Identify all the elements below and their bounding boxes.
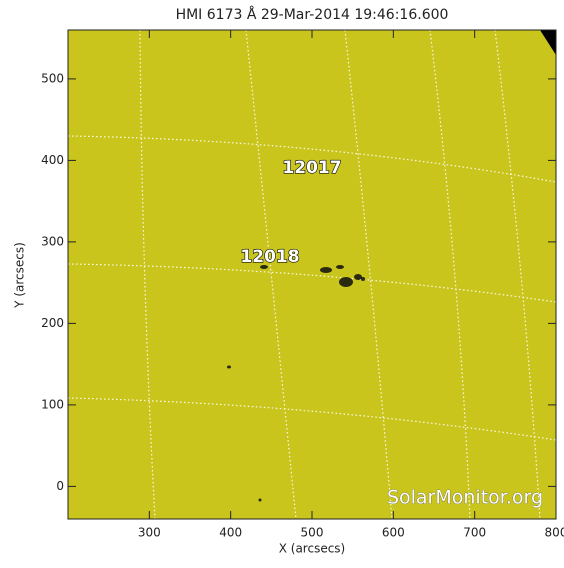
y-tick-label: 300 bbox=[41, 234, 64, 248]
y-tick-label: 500 bbox=[41, 71, 64, 85]
y-tick-label: 0 bbox=[56, 479, 64, 493]
off-disk-corner bbox=[540, 30, 556, 55]
region-label: 12017 bbox=[282, 158, 341, 178]
region-label: 12018 bbox=[240, 247, 299, 267]
y-tick-label: 400 bbox=[41, 153, 64, 167]
y-tick-label: 200 bbox=[41, 316, 64, 330]
x-tick-label: 600 bbox=[382, 526, 405, 540]
grid-curve bbox=[67, 135, 557, 183]
chart-title: HMI 6173 Å 29-Mar-2014 19:46:16.600 bbox=[176, 6, 449, 23]
solar-image bbox=[68, 30, 556, 519]
x-tick-label: 800 bbox=[545, 526, 564, 540]
watermark: SolarMonitor.org bbox=[387, 487, 543, 509]
y-tick-label: 100 bbox=[41, 397, 64, 411]
x-tick-label: 700 bbox=[463, 526, 486, 540]
y-axis-label: Y (arcsecs) bbox=[13, 242, 27, 309]
sunspots bbox=[227, 265, 365, 502]
grid-curve bbox=[494, 29, 541, 520]
grid-curve bbox=[67, 397, 557, 441]
x-tick-label: 300 bbox=[138, 526, 161, 540]
x-axis-label: X (arcsecs) bbox=[279, 542, 346, 556]
grid-curve bbox=[245, 29, 297, 520]
heliographic-grid bbox=[67, 29, 557, 520]
x-tick-label: 400 bbox=[219, 526, 242, 540]
grid-curve bbox=[429, 29, 471, 520]
grid-curve bbox=[139, 29, 156, 520]
grid-curve bbox=[67, 263, 557, 303]
x-tick-label: 500 bbox=[301, 526, 324, 540]
grid-curve bbox=[344, 29, 393, 520]
